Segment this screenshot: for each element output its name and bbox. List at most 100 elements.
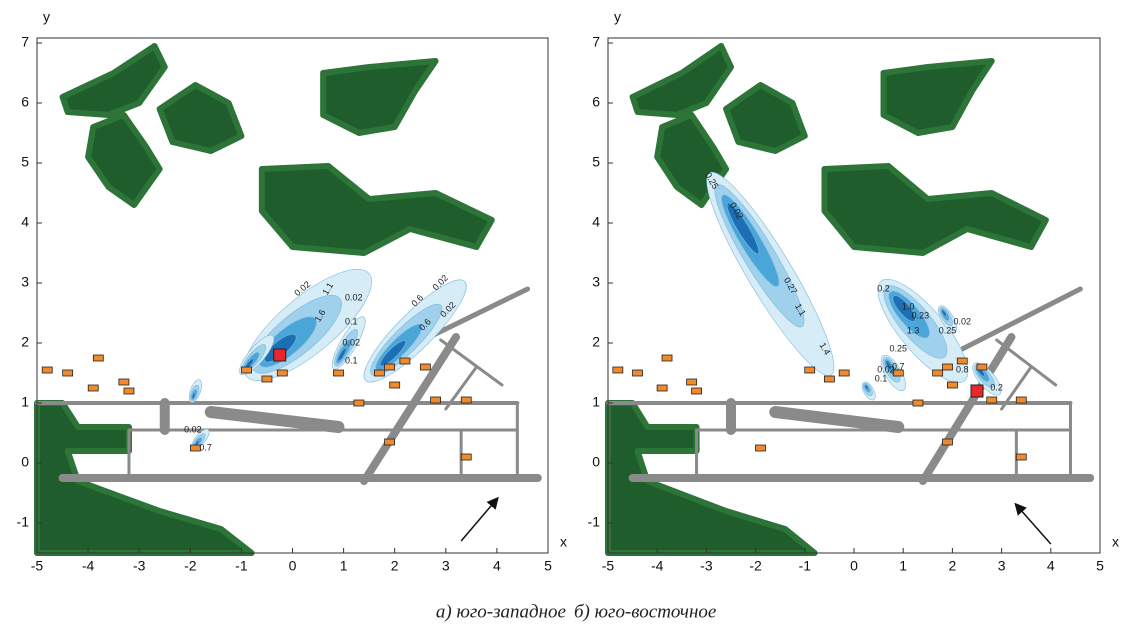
x-tick-label: 3 xyxy=(442,558,450,574)
x-tick-label: -4 xyxy=(651,558,664,574)
contour-label: 0.1 xyxy=(345,316,358,326)
x-tick-label: 1 xyxy=(899,558,907,574)
y-tick-label: 7 xyxy=(21,34,29,50)
building xyxy=(385,439,395,445)
x-tick-label: -3 xyxy=(700,558,713,574)
y-tick-label: 5 xyxy=(21,154,29,170)
road xyxy=(962,289,1080,349)
road xyxy=(211,412,339,427)
y-tick-label: 7 xyxy=(592,34,600,50)
contour-label: 0.1 xyxy=(875,373,888,383)
building xyxy=(374,370,384,376)
building xyxy=(119,379,129,385)
caption-a: а) юго-западное xyxy=(436,601,566,622)
building xyxy=(692,388,702,394)
building xyxy=(942,439,952,445)
building xyxy=(662,355,672,361)
x-tick-label: 0 xyxy=(289,558,297,574)
contour-label: 0.02 xyxy=(184,424,202,434)
y-tick-label: 0 xyxy=(21,454,29,470)
building xyxy=(400,358,410,364)
y-tick-label: -1 xyxy=(588,514,601,530)
building xyxy=(333,370,343,376)
source xyxy=(971,385,983,397)
x-tick-label: -2 xyxy=(184,558,197,574)
building xyxy=(824,376,834,382)
forest xyxy=(323,61,435,133)
building xyxy=(687,379,697,385)
source xyxy=(274,349,286,361)
contour-label: 1.3 xyxy=(907,325,920,335)
building xyxy=(431,397,441,403)
contour-label: 0.02 xyxy=(345,292,363,302)
building xyxy=(277,370,287,376)
forest xyxy=(262,166,492,253)
building xyxy=(942,364,952,370)
road xyxy=(775,412,898,427)
wind-arrow xyxy=(1016,505,1050,544)
x-tick-label: 4 xyxy=(1047,558,1055,574)
forest xyxy=(726,85,805,151)
y-tick-label: 2 xyxy=(21,334,29,350)
x-axis-label: x xyxy=(1112,534,1119,550)
building xyxy=(933,370,943,376)
x-tick-label: 2 xyxy=(391,558,399,574)
x-tick-label: -5 xyxy=(31,558,44,574)
building xyxy=(63,370,73,376)
building xyxy=(390,382,400,388)
y-axis-label: y xyxy=(43,9,50,25)
x-tick-label: 5 xyxy=(544,558,552,574)
building xyxy=(613,367,623,373)
y-tick-label: -1 xyxy=(17,514,30,530)
y-axis-label: y xyxy=(614,9,621,25)
caption-b: б) юго-восточное xyxy=(574,601,716,622)
contour-label: 0.2 xyxy=(877,283,890,293)
building xyxy=(420,364,430,370)
y-tick-label: 1 xyxy=(21,394,29,410)
forest xyxy=(88,115,160,205)
contour-label: 0.23 xyxy=(912,310,930,320)
building xyxy=(977,364,987,370)
y-tick-label: 1 xyxy=(592,394,600,410)
road xyxy=(997,340,1056,385)
x-tick-label: -3 xyxy=(133,558,146,574)
x-tick-label: -2 xyxy=(749,558,762,574)
contour-label: 0.02 xyxy=(342,337,360,347)
figure: а) юго-западное б) юго-восточное 0.021.1… xyxy=(0,0,1137,630)
building xyxy=(957,358,967,364)
building xyxy=(657,385,667,391)
y-tick-label: 3 xyxy=(592,274,600,290)
building xyxy=(124,388,134,394)
building xyxy=(88,385,98,391)
x-tick-label: 3 xyxy=(998,558,1006,574)
building xyxy=(1016,397,1026,403)
building xyxy=(947,382,957,388)
y-tick-label: 4 xyxy=(21,214,29,230)
building xyxy=(1016,454,1026,460)
x-tick-label: -1 xyxy=(235,558,248,574)
contour-label: 0.1 xyxy=(345,355,358,365)
x-tick-label: -5 xyxy=(602,558,615,574)
building xyxy=(262,376,272,382)
contour-label: 0.25 xyxy=(890,343,908,353)
building xyxy=(913,400,923,406)
y-tick-label: 6 xyxy=(21,94,29,110)
contour-label: 0.25 xyxy=(939,325,957,335)
building xyxy=(633,370,643,376)
forest xyxy=(160,85,242,151)
x-tick-label: -4 xyxy=(82,558,95,574)
x-tick-label: -1 xyxy=(799,558,812,574)
x-tick-label: 0 xyxy=(850,558,858,574)
road xyxy=(441,340,502,385)
y-tick-label: 5 xyxy=(592,154,600,170)
x-tick-label: 4 xyxy=(493,558,501,574)
building xyxy=(461,397,471,403)
y-tick-label: 4 xyxy=(592,214,600,230)
wind-arrow xyxy=(461,499,497,541)
forest xyxy=(63,46,165,115)
forest xyxy=(824,166,1045,253)
contour-label: 0.7 xyxy=(199,442,212,452)
building xyxy=(354,400,364,406)
